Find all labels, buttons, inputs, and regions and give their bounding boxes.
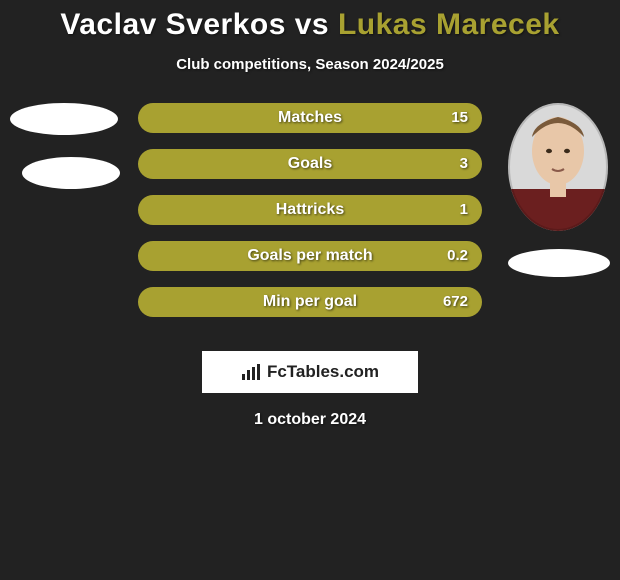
chart-icon — [241, 364, 261, 380]
stat-label: Hattricks — [138, 195, 482, 225]
stat-value-right: 1 — [460, 195, 468, 225]
avatar-placeholder-oval — [22, 157, 120, 189]
vs-text: vs — [286, 8, 338, 41]
avatar-placeholder-oval — [508, 249, 610, 277]
player1-name: Vaclav Sverkos — [60, 8, 286, 41]
stat-label: Min per goal — [138, 287, 482, 317]
stat-bars: Matches15 Goals3 Hattricks1 Goals per match… — [138, 103, 482, 333]
player2-avatar — [508, 103, 610, 277]
stat-value-right: 0.2 — [447, 241, 468, 271]
player2-name: Lukas Marecek — [338, 8, 560, 41]
stat-row: Goals per match0.2 — [138, 241, 482, 271]
stat-label: Goals per match — [138, 241, 482, 271]
branding-text: FcTables.com — [267, 362, 379, 382]
page-title: Vaclav Sverkos vs Lukas Marecek — [0, 0, 620, 42]
stat-row: Hattricks1 — [138, 195, 482, 225]
stat-row: Matches15 — [138, 103, 482, 133]
player-photo — [508, 103, 608, 231]
player1-avatar — [10, 103, 120, 189]
stat-label: Goals — [138, 149, 482, 179]
stat-value-right: 3 — [460, 149, 468, 179]
date-label: 1 october 2024 — [0, 411, 620, 429]
avatar-placeholder-oval — [10, 103, 118, 135]
stat-row: Goals3 — [138, 149, 482, 179]
branding-badge: FcTables.com — [202, 351, 418, 393]
comparison-area: Matches15 Goals3 Hattricks1 Goals per match… — [0, 103, 620, 333]
stat-value-right: 672 — [443, 287, 468, 317]
stat-label: Matches — [138, 103, 482, 133]
stat-row: Min per goal672 — [138, 287, 482, 317]
stat-value-right: 15 — [451, 103, 468, 133]
subtitle: Club competitions, Season 2024/2025 — [0, 56, 620, 73]
